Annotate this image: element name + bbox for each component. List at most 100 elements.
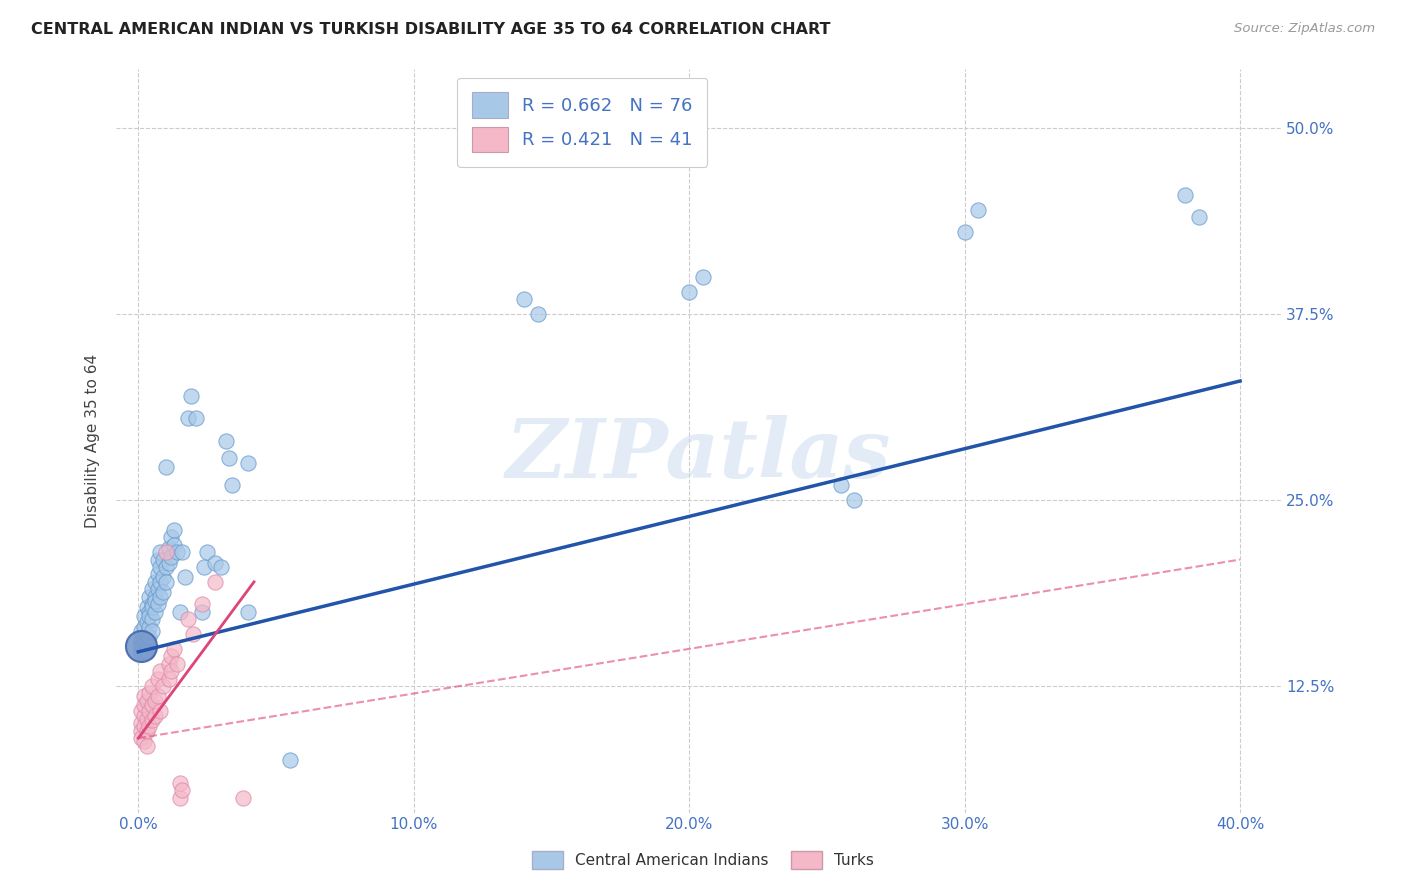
Point (157, 657, 180, 671)
Point (132, 690, 155, 704)
Point (135, 712, 157, 726)
Point (204, 556, 226, 570)
Legend: Central American Indians, Turks: Central American Indians, Turks (526, 845, 880, 875)
Text: Source: ZipAtlas.com: Source: ZipAtlas.com (1234, 22, 1375, 36)
Point (141, 612, 163, 626)
Point (132, 634, 155, 648)
Point (160, 649, 183, 664)
Point (155, 545, 177, 559)
Point (526, 307, 548, 321)
Point (132, 698, 155, 713)
Point (141, 679, 163, 693)
Point (129, 639, 152, 653)
Point (218, 451, 240, 466)
Point (190, 597, 212, 611)
Point (129, 731, 152, 746)
Point (163, 641, 186, 656)
Point (132, 708, 155, 723)
Point (135, 723, 157, 738)
Point (132, 630, 155, 644)
Point (146, 690, 169, 704)
Point (692, 269, 714, 284)
Point (186, 411, 208, 425)
Point (141, 597, 163, 611)
Point (238, 605, 260, 619)
Point (844, 493, 866, 508)
Point (177, 612, 200, 626)
Point (278, 754, 301, 768)
Point (135, 645, 157, 659)
Point (163, 538, 186, 552)
Point (172, 545, 194, 559)
Point (232, 790, 254, 805)
Point (169, 605, 191, 619)
Point (163, 523, 186, 537)
Point (166, 545, 188, 559)
Point (135, 615, 157, 629)
Point (143, 590, 166, 604)
Point (138, 704, 160, 718)
Point (132, 719, 155, 733)
Point (149, 664, 172, 678)
Point (141, 600, 163, 615)
Point (953, 225, 976, 239)
Point (135, 627, 157, 641)
Point (152, 679, 174, 693)
Point (143, 574, 166, 589)
Legend: R = 0.662   N = 76, R = 0.421   N = 41: R = 0.662 N = 76, R = 0.421 N = 41 (457, 78, 707, 167)
Point (166, 657, 188, 671)
Point (172, 783, 194, 797)
Point (129, 704, 152, 718)
Point (155, 574, 177, 589)
Point (132, 645, 155, 659)
Text: ZIPatlas: ZIPatlas (506, 416, 891, 495)
Point (129, 634, 152, 648)
Point (149, 560, 172, 574)
Point (129, 716, 152, 731)
Point (135, 739, 157, 753)
Point (152, 552, 174, 566)
Point (141, 698, 163, 713)
Point (169, 790, 191, 805)
Point (138, 609, 160, 624)
Point (138, 686, 160, 700)
Y-axis label: Disability Age 35 to 64: Disability Age 35 to 64 (86, 353, 100, 527)
Point (149, 704, 172, 718)
Point (190, 605, 212, 619)
Point (157, 672, 180, 686)
Point (146, 672, 169, 686)
Point (135, 694, 157, 708)
Point (155, 460, 177, 475)
Point (169, 776, 191, 790)
Point (138, 630, 160, 644)
Point (129, 645, 152, 659)
Point (177, 411, 200, 425)
Point (132, 619, 155, 633)
Point (141, 624, 163, 638)
Point (193, 560, 215, 574)
Point (146, 552, 169, 566)
Point (146, 582, 169, 597)
Point (152, 585, 174, 599)
Text: CENTRAL AMERICAN INDIAN VS TURKISH DISABILITY AGE 35 TO 64 CORRELATION CHART: CENTRAL AMERICAN INDIAN VS TURKISH DISAB… (31, 22, 831, 37)
Point (138, 719, 160, 733)
Point (157, 556, 180, 570)
Point (155, 560, 177, 574)
Point (138, 619, 160, 633)
Point (678, 285, 700, 299)
Point (160, 530, 183, 544)
Point (157, 541, 180, 555)
Point (138, 590, 160, 604)
Point (129, 624, 152, 638)
Point (149, 590, 172, 604)
Point (204, 574, 226, 589)
Point (149, 545, 172, 559)
Point (129, 639, 152, 653)
Point (132, 609, 155, 624)
Point (1174, 188, 1197, 202)
Point (513, 292, 536, 306)
Point (238, 456, 260, 470)
Point (160, 549, 183, 564)
Point (209, 560, 232, 574)
Point (146, 567, 169, 582)
